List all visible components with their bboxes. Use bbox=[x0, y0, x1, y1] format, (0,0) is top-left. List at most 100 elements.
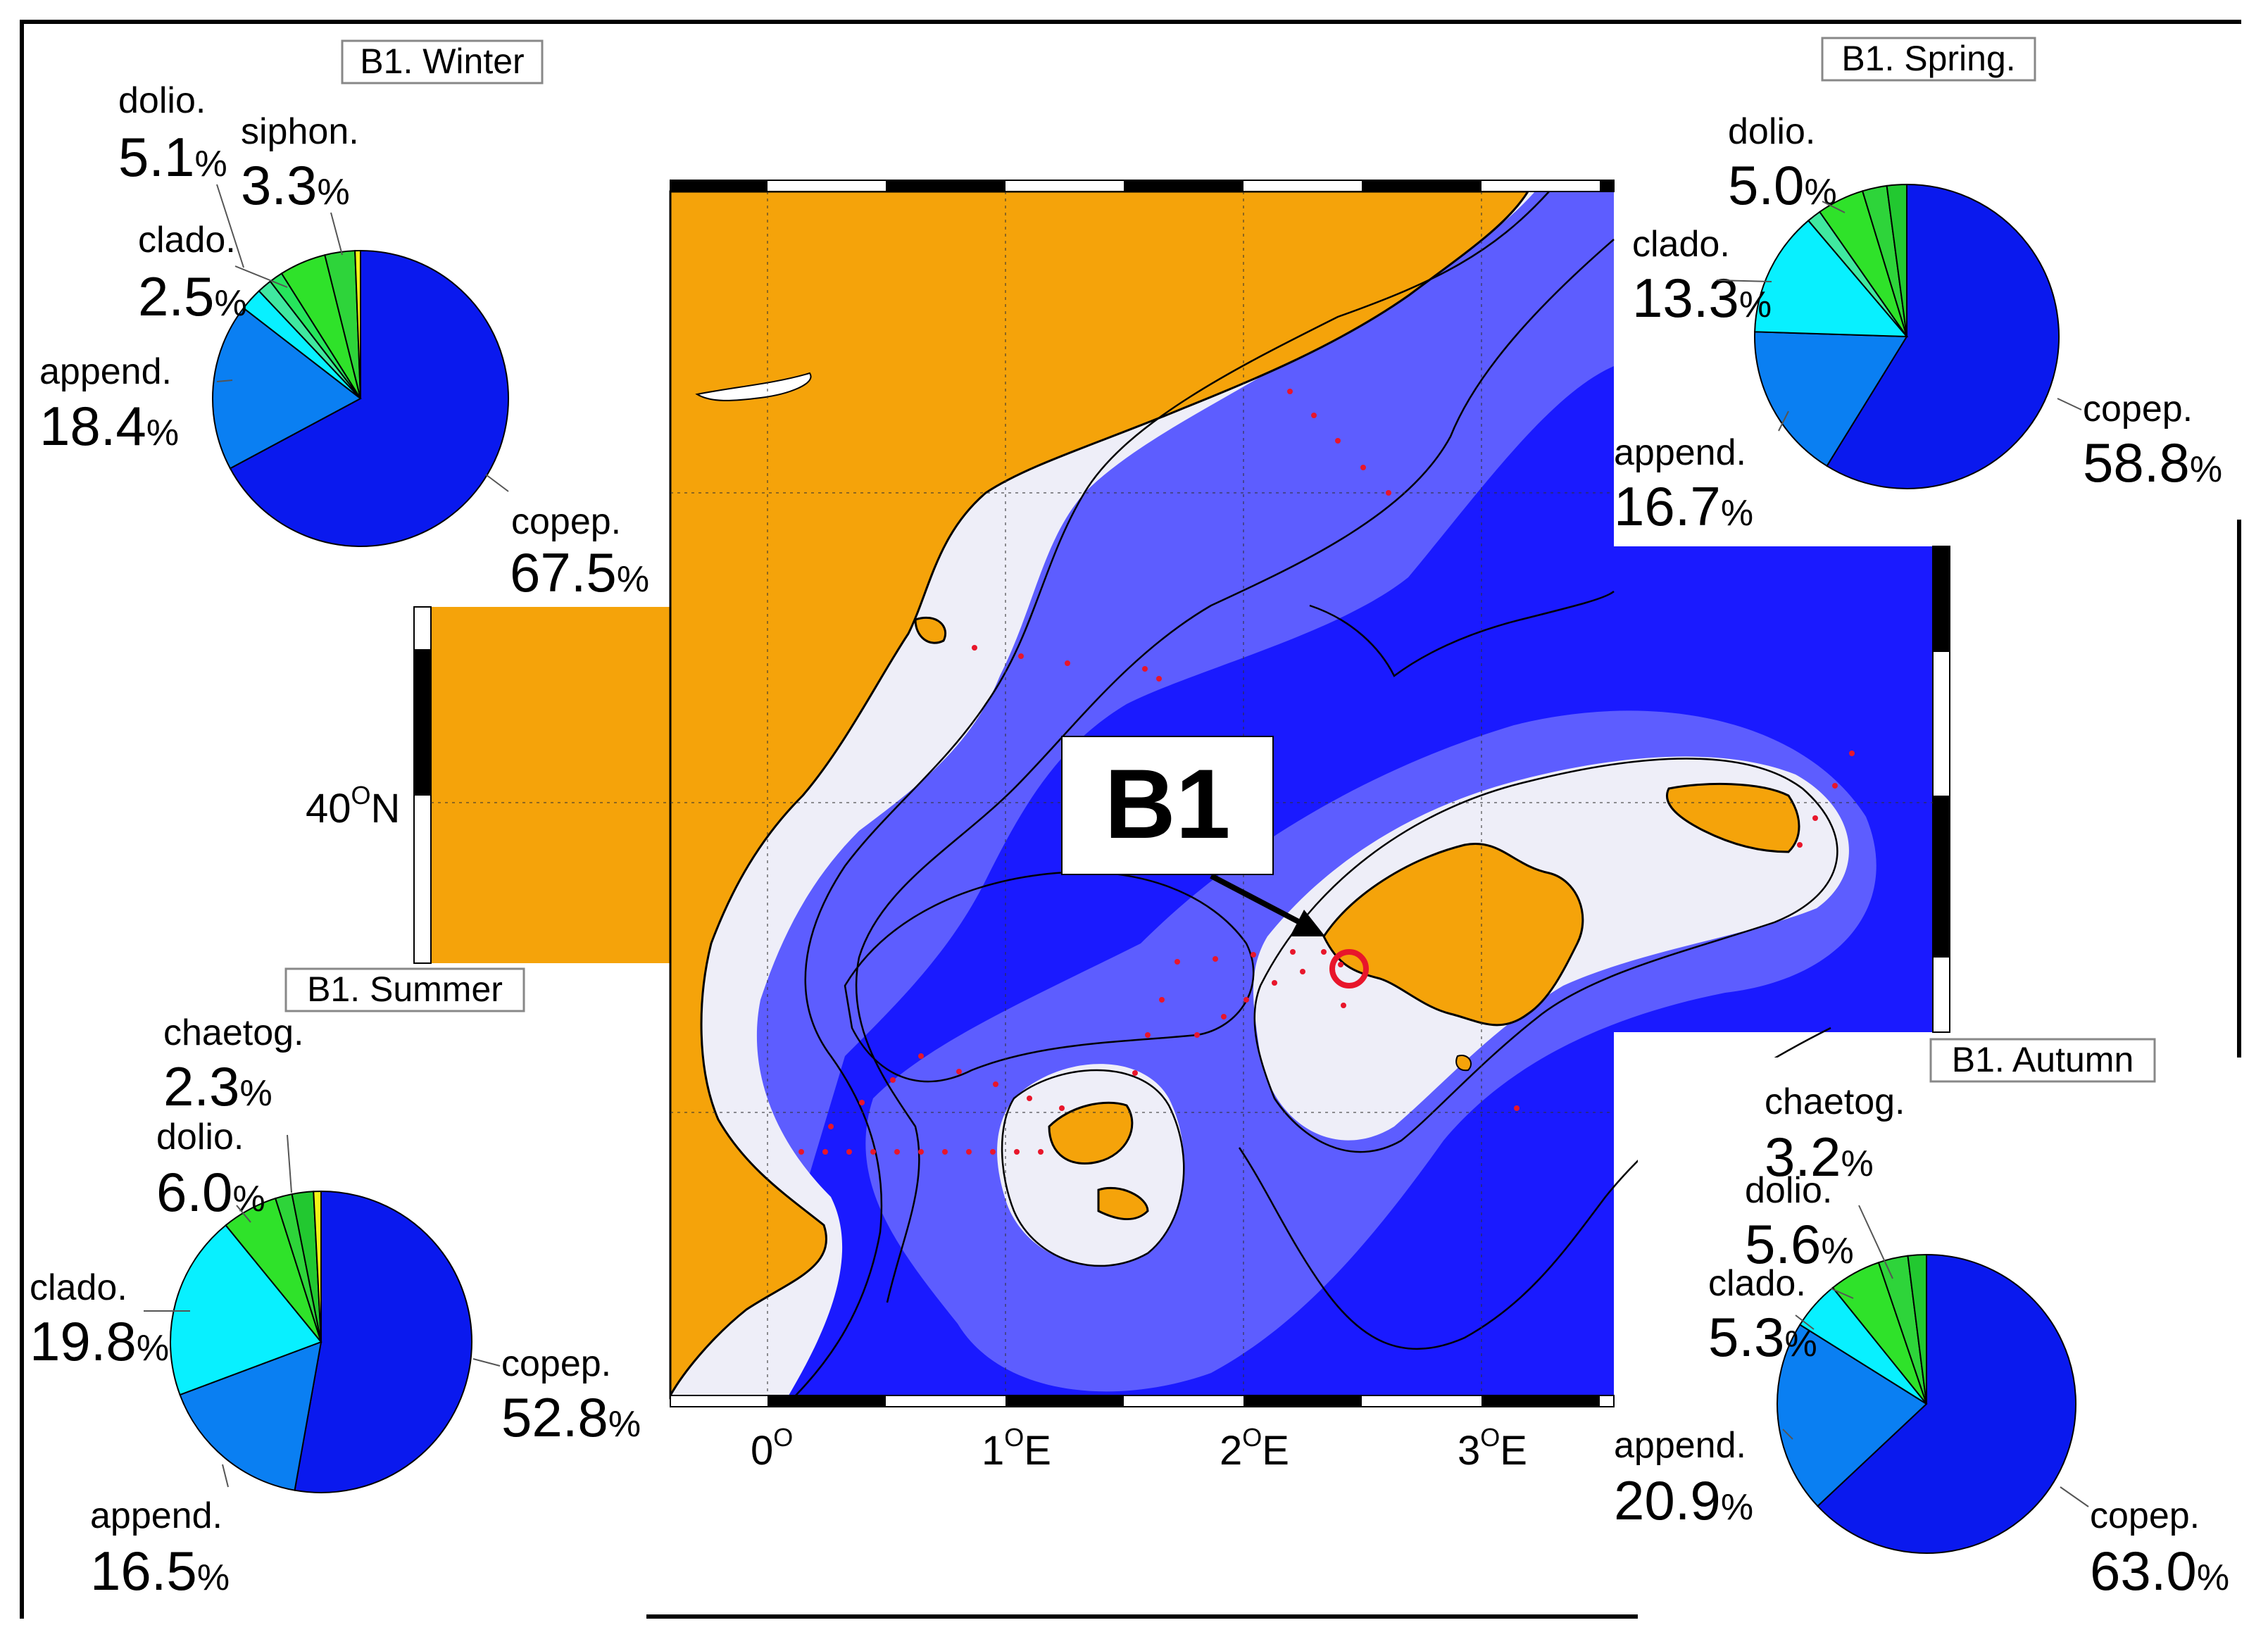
station-b1-highlight-ring bbox=[1329, 949, 1369, 989]
pie-value-autumn-clado: 5.3% bbox=[1708, 1306, 1817, 1368]
pie-label-summer-chaetog: chaetog. bbox=[163, 1012, 304, 1053]
pie-slice-summer-minor-6 bbox=[313, 1190, 322, 1343]
pie-value-summer-append: 16.5% bbox=[90, 1540, 230, 1602]
top-axis-bar bbox=[670, 180, 1615, 192]
pie-chart-summer: B1. Summer copep.52.8% append.16.5% clado.1… bbox=[24, 967, 646, 1620]
pie-chart-autumn: B1. Autumn copep.63.0% append.20.9% clado.5… bbox=[1614, 1038, 2244, 1620]
pie-label-autumn-chaetog: chaetog. bbox=[1765, 1081, 1905, 1122]
pie-label-summer-copep: copep. bbox=[501, 1343, 611, 1384]
pie-label-autumn-clado: clado. bbox=[1708, 1263, 1806, 1304]
pie-leader-summer-chaetog bbox=[287, 1134, 292, 1193]
lon-tick-0: 0O bbox=[751, 1423, 793, 1474]
pie-value-spring-clado: 13.3% bbox=[1632, 267, 1772, 329]
pie-leader-winter-siphon bbox=[330, 212, 343, 256]
pie-label-autumn-dolio: dolio. bbox=[1745, 1170, 1832, 1211]
lon-tick-2: 2OE bbox=[1220, 1423, 1289, 1474]
pie-value-winter-dolio: 5.1% bbox=[118, 126, 227, 188]
pie-value-summer-copep: 52.8% bbox=[501, 1386, 641, 1448]
pie-value-summer-dolio: 6.0% bbox=[156, 1161, 265, 1223]
pie-value-winter-copep: 67.5% bbox=[510, 541, 649, 603]
bottom-axis-bar bbox=[670, 1395, 1615, 1407]
pie-value-summer-clado: 19.8% bbox=[30, 1310, 169, 1372]
contour-200m bbox=[795, 191, 1550, 1396]
pie-label-spring-clado: clado. bbox=[1632, 224, 1730, 265]
pie-slice-spring-clado bbox=[1754, 219, 1909, 338]
pie-value-autumn-dolio: 5.6% bbox=[1745, 1213, 1854, 1275]
pie-slice-spring-minor-6 bbox=[1886, 183, 1907, 337]
pie-leader-autumn-clado bbox=[1795, 1314, 1815, 1330]
pie-slice-summer-copep bbox=[294, 1190, 472, 1493]
pie-title-box-summer bbox=[284, 967, 525, 1012]
pie-leader-winter-clado bbox=[234, 265, 288, 288]
pie-slice-winter-copep bbox=[229, 249, 509, 547]
pie-title-box-winter bbox=[341, 39, 544, 84]
pie-label-summer-dolio: dolio. bbox=[156, 1117, 244, 1157]
pie-label-spring-dolio: dolio. bbox=[1728, 111, 1815, 152]
pie-slice-autumn-minor-5 bbox=[1907, 1253, 1927, 1405]
land-mallorca bbox=[1322, 843, 1584, 1027]
pie-value-spring-copep: 58.8% bbox=[2083, 432, 2222, 494]
pie-leader-autumn-append bbox=[1782, 1429, 1793, 1440]
pie-leader-autumn-dolio bbox=[1830, 1288, 1854, 1299]
pie-leader-summer-copep bbox=[472, 1358, 501, 1367]
pie-value-winter-clado: 2.5% bbox=[138, 265, 247, 327]
map-left-extension-land bbox=[431, 607, 670, 963]
pie-label-winter-clado: clado. bbox=[138, 220, 236, 261]
pie-leader-winter-dolio bbox=[216, 184, 244, 268]
lat-tick-40: 40ON bbox=[306, 781, 400, 832]
pie-title-summer: B1. Summer bbox=[307, 970, 503, 1009]
b1-callout-label: B1 bbox=[1105, 748, 1231, 859]
contour-valencia-basin bbox=[844, 871, 1255, 1083]
land-cabrera bbox=[1455, 1055, 1472, 1072]
pie-label-summer-clado: clado. bbox=[30, 1267, 127, 1308]
lon-tick-labels: 0O 1OE 2OE 3OE 40ON bbox=[306, 781, 1527, 1474]
graticule bbox=[431, 192, 1933, 1395]
pie-label-autumn-append: append. bbox=[1614, 1425, 1746, 1466]
pie-label-winter-dolio: dolio. bbox=[118, 80, 206, 121]
sampling-stations bbox=[798, 389, 1855, 1155]
pie-slice-autumn-append bbox=[1777, 1324, 1928, 1507]
pie-label-summer-append: append. bbox=[90, 1495, 223, 1536]
pie-slice-autumn-copep bbox=[1817, 1253, 2076, 1554]
pie-slice-winter-append bbox=[212, 307, 362, 470]
pie-leader-spring-append bbox=[1778, 410, 1789, 432]
land-menorca bbox=[1666, 782, 1800, 853]
lon-tick-1: 1OE bbox=[982, 1423, 1051, 1474]
pie-chart-spring: B1. Spring. copep.58.8% append.16.7% clado.… bbox=[1614, 24, 2244, 537]
pie-title-box-autumn bbox=[1929, 1038, 2156, 1083]
map-right-axis-tick-block-1 bbox=[1933, 546, 1950, 652]
contour-balearic-shelf bbox=[1253, 758, 1838, 1153]
map-left-axis-tick-block bbox=[414, 649, 431, 796]
b1-arrow-line bbox=[1210, 873, 1301, 925]
land-ebro-delta bbox=[914, 616, 947, 644]
pie-value-autumn-append: 20.9% bbox=[1614, 1469, 1753, 1531]
pie-leader-spring-dolio bbox=[1822, 201, 1846, 213]
pie-value-winter-siphon: 3.3% bbox=[241, 154, 350, 216]
pie-slice-spring-copep bbox=[1826, 183, 2060, 489]
pie-value-summer-chaetog: 2.3% bbox=[163, 1055, 272, 1117]
pie-title-autumn: B1. Autumn bbox=[1952, 1040, 2134, 1079]
land-ibiza bbox=[1048, 1101, 1134, 1165]
pie-leader-autumn-copep bbox=[2060, 1486, 2089, 1507]
contour-ibiza-shelf bbox=[1001, 1069, 1185, 1267]
lon-tick-3: 3OE bbox=[1458, 1423, 1527, 1474]
pie-leader-winter-copep bbox=[485, 474, 509, 492]
pie-leader-winter-append bbox=[216, 379, 233, 382]
pie-slice-summer-clado bbox=[170, 1224, 322, 1396]
pie-value-autumn-chaetog: 3.2% bbox=[1765, 1126, 1874, 1188]
pie-chart-winter: B1. Winter copep.67.5% append.18.4% clado.2… bbox=[24, 24, 649, 603]
pie-slice-spring-append bbox=[1754, 331, 1908, 468]
figure-frame bbox=[20, 20, 2241, 1619]
land-formentera bbox=[1097, 1186, 1149, 1221]
pie-title-box-spring bbox=[1821, 37, 2036, 82]
pie-value-spring-dolio: 5.0% bbox=[1728, 154, 1837, 216]
pie-leader-summer-append bbox=[222, 1464, 229, 1488]
pie-label-winter-copep: copep. bbox=[511, 501, 621, 542]
pie-leader-autumn-chaetog bbox=[1858, 1205, 1893, 1279]
pie-leader-summer-dolio bbox=[236, 1205, 251, 1223]
contour-1000m bbox=[855, 239, 1615, 1303]
pie-value-spring-append: 16.7% bbox=[1614, 475, 1753, 537]
